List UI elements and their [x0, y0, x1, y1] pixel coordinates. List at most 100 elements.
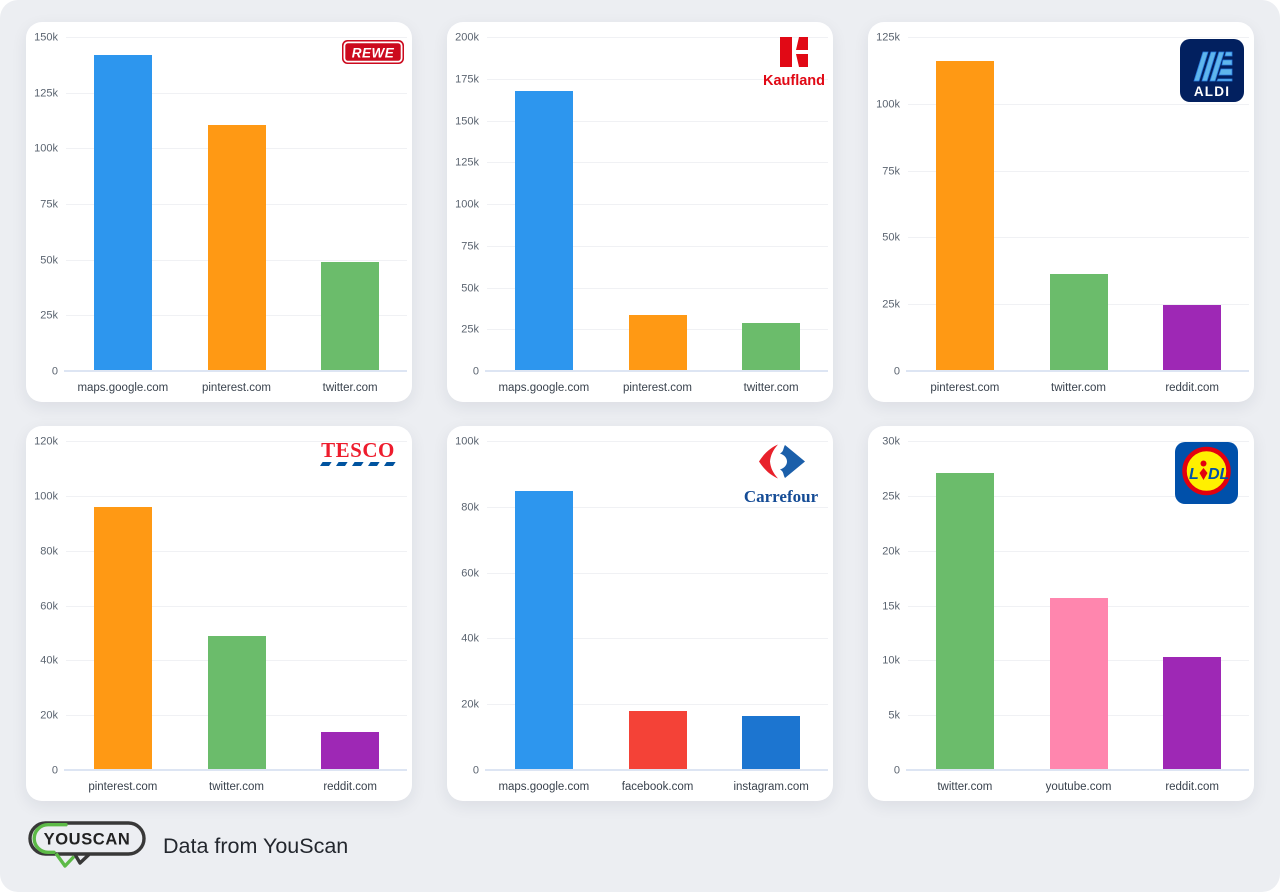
x-category-label: youtube.com	[1045, 780, 1112, 793]
gridline	[487, 704, 828, 706]
gridline	[487, 162, 828, 164]
x-category-label: maps.google.com	[498, 780, 590, 793]
bar-twitter.com	[742, 323, 801, 370]
bar-pinterest.com	[628, 314, 687, 370]
x-category-label: reddit.com	[1165, 780, 1219, 793]
x-axis-baseline	[485, 769, 828, 771]
plot-area	[64, 441, 407, 771]
x-category-label: twitter.com	[322, 381, 378, 394]
gridline	[908, 103, 1249, 105]
x-category-label: pinterest.com	[201, 381, 272, 394]
y-tick-label: 10k	[882, 654, 900, 667]
gridline	[66, 550, 407, 552]
bar-reddit.com	[321, 732, 380, 769]
tesco-logo: TESCO	[316, 440, 400, 472]
bar-maps.google.com	[514, 91, 573, 370]
youscan-logo-text: YOUSCAN	[44, 830, 131, 848]
y-tick-label: 30k	[882, 435, 900, 448]
gridline	[66, 605, 407, 607]
bar-twitter.com	[321, 262, 380, 370]
y-axis: 0 20k 40k 60k 80k 100k	[447, 436, 479, 776]
tesco-logo-icon: TESCO	[320, 440, 396, 466]
x-axis-baseline	[906, 370, 1249, 372]
gridline	[487, 120, 828, 122]
y-tick-label: 40k	[461, 632, 479, 645]
rewe-logo-icon: REWE	[342, 40, 404, 64]
y-tick-label: 40k	[40, 654, 58, 667]
x-category-label: twitter.com	[937, 780, 993, 793]
y-tick-label: 100k	[455, 198, 479, 211]
y-tick-label: 75k	[461, 240, 479, 253]
y-tick-label: 150k	[455, 115, 479, 127]
y-tick-label: 25k	[882, 490, 900, 503]
carrefour-logo-text: Carrefour	[744, 487, 819, 506]
y-tick-label: 100k	[34, 490, 58, 503]
y-tick-label: 125k	[455, 156, 479, 169]
x-category-label: twitter.com	[209, 780, 264, 793]
aldi-logo-text: ALDI	[1194, 84, 1230, 99]
y-tick-label: 20k	[882, 545, 900, 558]
x-category-label: facebook.com	[621, 780, 694, 793]
tesco-logo-text: TESCO	[321, 440, 395, 462]
gridline	[487, 245, 828, 247]
y-tick-label: 175k	[455, 73, 479, 86]
y-tick-label: 25k	[882, 298, 900, 311]
y-tick-label: 0	[51, 365, 58, 378]
y-axis: 0 25k 50k 75k 100k 125k 150k	[26, 32, 58, 377]
footer-caption: Data from YouScan	[163, 833, 349, 858]
x-axis-labels: maps.google.com facebook.com instagram.com	[487, 771, 828, 801]
x-category-label: instagram.com	[733, 780, 809, 793]
chart-card-rewe: REWE 0 25k 50k 75k 100k 125k 150k maps.google.…	[26, 22, 412, 402]
x-axis-baseline	[485, 370, 828, 372]
chart-card-aldi: ALDI 0 25k 50k 75k 100k 125k pinterest.com twi…	[868, 22, 1254, 402]
gridline	[487, 37, 828, 38]
bar-reddit.com	[1163, 304, 1222, 370]
y-tick-label: 25k	[40, 309, 58, 322]
y-tick-label: 100k	[455, 435, 479, 448]
y-tick-label: 0	[893, 365, 900, 378]
y-tick-label: 200k	[455, 31, 479, 44]
x-axis-baseline	[64, 370, 407, 372]
y-tick-label: 0	[472, 764, 479, 777]
y-tick-label: 50k	[40, 254, 58, 267]
gridline	[908, 550, 1249, 552]
gridline	[908, 441, 1249, 442]
carrefour-logo: Carrefour	[743, 444, 819, 506]
gridline	[908, 495, 1249, 497]
bar-facebook.com	[628, 711, 687, 769]
bar-twitter.com	[207, 636, 266, 769]
y-tick-label: 0	[893, 764, 900, 777]
x-category-label: pinterest.com	[622, 381, 693, 394]
x-axis-labels: pinterest.com twitter.com reddit.com	[908, 372, 1249, 402]
carrefour-logo-icon: Carrefour	[744, 444, 819, 506]
y-tick-label: 15k	[882, 600, 900, 612]
y-tick-label: 100k	[876, 98, 900, 111]
x-category-label: maps.google.com	[498, 381, 590, 394]
x-category-label: maps.google.com	[77, 381, 169, 394]
y-tick-label: 80k	[40, 545, 58, 558]
bar-pinterest.com	[935, 61, 994, 370]
x-category-label: twitter.com	[743, 381, 799, 394]
plot-area	[485, 37, 828, 372]
x-axis-labels: maps.google.com pinterest.com twitter.com	[66, 372, 407, 402]
kaufland-logo-icon: Kaufland	[764, 37, 824, 89]
gridline	[487, 441, 828, 442]
y-tick-label: 60k	[461, 567, 479, 580]
bar-twitter.com	[935, 472, 994, 769]
bar-twitter.com	[1049, 273, 1108, 370]
gridline	[66, 495, 407, 497]
bar-maps.google.com	[93, 54, 152, 370]
charts-grid: REWE 0 25k 50k 75k 100k 125k 150k maps.google.…	[26, 22, 1254, 801]
chart-card-kaufland: Kaufland 0 25k 50k 75k 100k 125k 150k 175k 200k …	[447, 22, 833, 402]
y-tick-label: 125k	[34, 87, 58, 100]
y-tick-label: 120k	[34, 435, 58, 448]
gridline	[487, 506, 828, 508]
y-tick-label: 0	[472, 365, 479, 378]
plot-area	[485, 441, 828, 771]
lidl-logo-icon: L DL	[1175, 442, 1238, 504]
y-axis: 0 25k 50k 75k 100k 125k 150k 175k 200k	[447, 32, 479, 377]
rewe-logo: REWE	[342, 40, 404, 64]
y-axis: 0 20k 40k 60k 80k 100k 120k	[26, 436, 58, 776]
gridline	[66, 92, 407, 94]
